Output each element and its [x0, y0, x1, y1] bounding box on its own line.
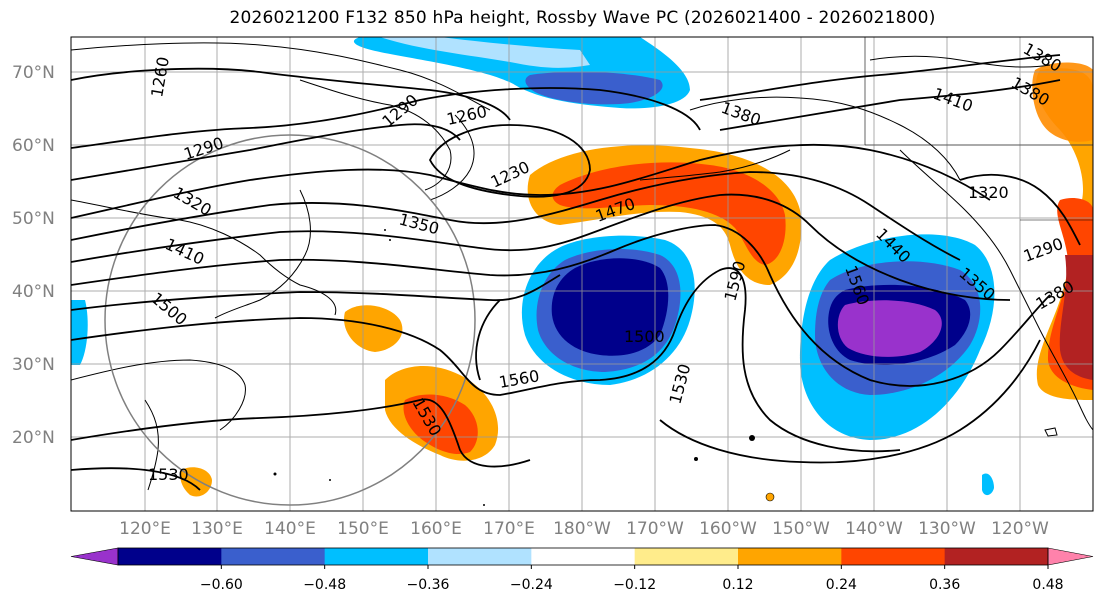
- colorbar-tick-label: −0.36: [407, 577, 450, 593]
- colorbar-segment: [531, 548, 636, 565]
- latitude-labels: 70°N 60°N 50°N 40°N 30°N 20°N: [12, 63, 55, 448]
- lat-label: 60°N: [12, 136, 55, 156]
- hawaii-island: [1044, 427, 1058, 437]
- borders: [864, 37, 1093, 221]
- trough-anomaly-west-edge: [71, 300, 88, 365]
- coast-aleutians: [639, 149, 791, 181]
- coast-asia-north: [71, 42, 491, 111]
- colorbar-segment: [634, 548, 739, 565]
- coast-north-america-arctic: [869, 55, 1051, 68]
- lon-label: 160°W: [699, 519, 757, 539]
- lon-label: 130°W: [918, 519, 976, 539]
- colorbar-segment: [841, 548, 946, 565]
- anomaly-east-strong: [1059, 255, 1093, 380]
- colorbar-tick-label: 0.24: [826, 577, 857, 593]
- lat-label: 40°N: [12, 282, 55, 302]
- contour-label: 1530: [148, 465, 189, 484]
- colorbar-tick-label: −0.48: [303, 577, 346, 593]
- lon-label: 130°E: [191, 519, 243, 539]
- contour-label: 1500: [624, 327, 665, 346]
- height-contours: [71, 54, 1081, 491]
- map-border: [70, 36, 1094, 512]
- contour-label: 1320: [968, 183, 1009, 202]
- lon-label: 150°W: [772, 519, 830, 539]
- colorbar-segment: [324, 548, 429, 565]
- anomaly-small-east-china: [344, 305, 403, 352]
- colorbar-tick-label: 0.12: [722, 577, 753, 593]
- anomaly-west-pacific-core: [403, 394, 478, 455]
- lon-label: 120°E: [119, 519, 171, 539]
- trough-anomaly-arctic-core: [525, 71, 663, 105]
- colorbar-tick-label: −0.24: [510, 577, 553, 593]
- lat-label: 50°N: [12, 209, 55, 229]
- colorbar: −0.60 −0.48 −0.36 −0.24 −0.12 0.12 0.24 0.36 0.4…: [70, 547, 1094, 593]
- map-title: 2026021200 F132 850 hPa height, Rossby W…: [229, 8, 936, 28]
- lat-label: 70°N: [12, 63, 55, 83]
- coast-alaska: [689, 96, 961, 181]
- colorbar-tick-label: 0.48: [1032, 577, 1063, 593]
- trough-anomaly-dateline-core: [551, 258, 669, 356]
- coast-siberia: [299, 79, 452, 191]
- lat-label: 20°N: [12, 428, 55, 448]
- trough-anomaly-light-arctic: [340, 37, 590, 68]
- coast-japan: [214, 189, 311, 319]
- range-circle: [104, 134, 476, 506]
- colorbar-segment: [221, 548, 326, 565]
- colorbar-extension-high: [1047, 547, 1094, 566]
- islands: [273, 229, 775, 506]
- trough-anomaly-east-max: [837, 300, 942, 357]
- colorbar-tick-label: −0.60: [200, 577, 243, 593]
- coast-south-china: [71, 359, 246, 431]
- colorbar-extension-low: [70, 547, 119, 566]
- lon-label: 140°E: [264, 519, 316, 539]
- colorbar-segment: [118, 548, 222, 565]
- lon-label: 170°W: [626, 519, 684, 539]
- colorbar-tick-label: −0.12: [613, 577, 656, 593]
- coast-baja: [1039, 329, 1093, 431]
- longitude-labels: 120°E 130°E 140°E 150°E 160°E 170°E 180°…: [119, 519, 1049, 539]
- colorbar-segment: [738, 548, 842, 565]
- coastlines: [71, 42, 1093, 491]
- lon-label: 150°E: [337, 519, 389, 539]
- contour-label-group: 1260 1290 1260 1320 1230 1290 1350 1410 …: [147, 39, 1077, 484]
- coast-china-korea: [71, 199, 337, 316]
- colorbar-tick-label: 0.36: [929, 577, 960, 593]
- lon-label: 120°W: [991, 519, 1049, 539]
- colorbar-outline: [117, 547, 1049, 566]
- coast-kamchatka: [429, 114, 475, 201]
- lon-label: 180°W: [553, 519, 611, 539]
- trough-anomaly-small-hawaii: [982, 473, 994, 496]
- colorbar-segment: [944, 548, 1049, 565]
- lat-label: 30°N: [12, 355, 55, 375]
- lon-label: 160°E: [410, 519, 462, 539]
- colorbar-segment: [428, 548, 532, 565]
- ridge-anomaly-core: [552, 162, 786, 265]
- lon-label: 170°E: [483, 519, 535, 539]
- lon-label: 140°W: [845, 519, 903, 539]
- coast-canada-west: [899, 149, 1041, 331]
- negative-anomaly-regions: [71, 37, 995, 496]
